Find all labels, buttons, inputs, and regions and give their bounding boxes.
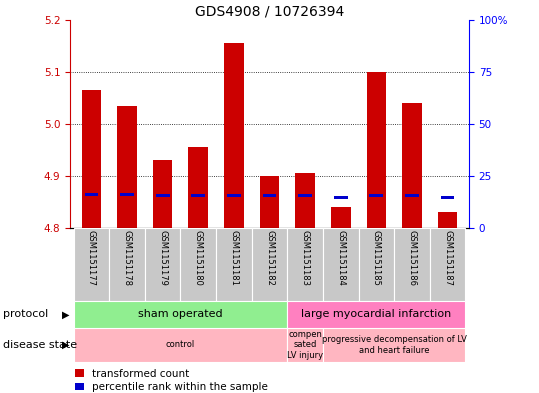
Text: compen
sated
LV injury: compen sated LV injury — [287, 330, 323, 360]
Bar — [189, 147, 208, 228]
Text: GSM1151181: GSM1151181 — [230, 230, 238, 286]
Bar — [298, 194, 312, 197]
Text: GSM1151183: GSM1151183 — [301, 230, 309, 286]
Bar — [331, 207, 350, 228]
Bar — [262, 194, 277, 197]
Bar — [358, 228, 394, 301]
Legend: transformed count, percentile rank within the sample: transformed count, percentile rank withi… — [75, 369, 268, 392]
Bar — [120, 193, 134, 196]
Bar — [145, 228, 181, 301]
Bar — [287, 328, 323, 362]
Bar — [260, 176, 279, 228]
Bar — [191, 194, 205, 197]
Text: large myocardial infarction: large myocardial infarction — [301, 309, 452, 320]
Bar — [323, 228, 358, 301]
Bar — [109, 228, 145, 301]
Text: sham operated: sham operated — [138, 309, 223, 320]
Text: GSM1151182: GSM1151182 — [265, 230, 274, 286]
Text: ▶: ▶ — [62, 309, 70, 320]
Bar — [405, 194, 419, 197]
Bar — [153, 160, 172, 228]
Bar — [438, 212, 458, 228]
Text: control: control — [166, 340, 195, 349]
Bar — [156, 194, 170, 197]
Text: disease state: disease state — [3, 340, 77, 350]
Text: GSM1151186: GSM1151186 — [407, 230, 417, 286]
Bar — [227, 194, 241, 197]
Bar — [74, 301, 287, 328]
Bar — [287, 228, 323, 301]
Text: GSM1151179: GSM1151179 — [158, 230, 167, 286]
Text: progressive decompensation of LV
and heart failure: progressive decompensation of LV and hea… — [322, 335, 467, 354]
Bar — [323, 328, 465, 362]
Bar — [85, 193, 98, 196]
Bar — [118, 106, 137, 228]
Title: GDS4908 / 10726394: GDS4908 / 10726394 — [195, 4, 344, 18]
Bar — [224, 43, 244, 228]
Bar — [441, 196, 454, 199]
Bar — [295, 173, 315, 228]
Bar — [369, 194, 383, 197]
Bar — [367, 72, 386, 228]
Bar — [287, 301, 465, 328]
Bar — [74, 228, 109, 301]
Bar — [334, 196, 348, 199]
Bar — [402, 103, 421, 228]
Text: protocol: protocol — [3, 309, 48, 320]
Text: GSM1151185: GSM1151185 — [372, 230, 381, 286]
Text: GSM1151177: GSM1151177 — [87, 230, 96, 286]
Bar — [181, 228, 216, 301]
Bar — [216, 228, 252, 301]
Text: GSM1151180: GSM1151180 — [194, 230, 203, 286]
Text: GSM1151178: GSM1151178 — [122, 230, 132, 286]
Bar — [81, 90, 101, 228]
Text: GSM1151187: GSM1151187 — [443, 230, 452, 286]
Text: GSM1151184: GSM1151184 — [336, 230, 345, 286]
Text: ▶: ▶ — [62, 340, 70, 350]
Bar — [430, 228, 465, 301]
Bar — [394, 228, 430, 301]
Bar — [74, 328, 287, 362]
Bar — [252, 228, 287, 301]
